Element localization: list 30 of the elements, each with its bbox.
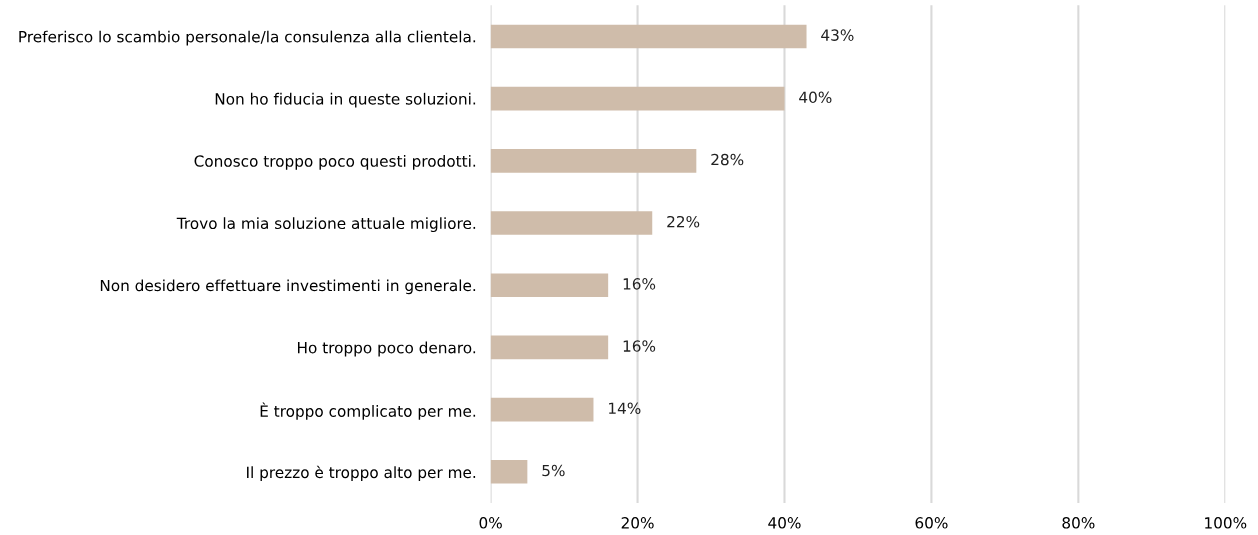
x-tick-label: 20% (621, 517, 654, 529)
bar (490, 273, 609, 298)
data-label: 40% (799, 91, 832, 104)
bar (490, 24, 807, 49)
bar (490, 335, 609, 360)
data-label: 22% (667, 215, 700, 228)
y-tick-label: Il prezzo è troppo alto per me. (247, 465, 476, 482)
y-tick-label: Non ho fiducia in queste soluzioni. (215, 92, 476, 108)
bar (490, 211, 653, 235)
x-tick-label: 0% (479, 517, 502, 529)
data-label: 14% (609, 402, 641, 415)
y-tick-label: Ho troppo poco denaro. (297, 341, 476, 357)
y-tick-label: Trovo la mia soluzione attuale migliore. (176, 217, 476, 233)
y-tick-label: È troppo complicato per me. (260, 402, 476, 420)
x-tick-label: 40% (768, 517, 801, 529)
data-label: 5% (542, 464, 565, 477)
x-tick-label: 60% (915, 517, 948, 529)
x-tick-label: 80% (1062, 517, 1095, 529)
bar (490, 149, 697, 173)
y-tick-label: Preferisco lo scambio personale/la consulenza alla clientela. (19, 30, 476, 46)
y-tick-label: Conosco troppo poco questi prodotti. (194, 155, 476, 170)
data-label: 16% (623, 278, 656, 290)
bar (490, 459, 528, 484)
data-label: 28% (711, 153, 744, 166)
data-label: 16% (623, 340, 656, 352)
data-label: 43% (821, 29, 854, 41)
bar (490, 86, 785, 111)
y-tick-label: Non desidero effettuare investimenti in generale. (100, 279, 476, 295)
x-tick-label: 100% (1205, 517, 1247, 529)
bar (490, 397, 594, 422)
